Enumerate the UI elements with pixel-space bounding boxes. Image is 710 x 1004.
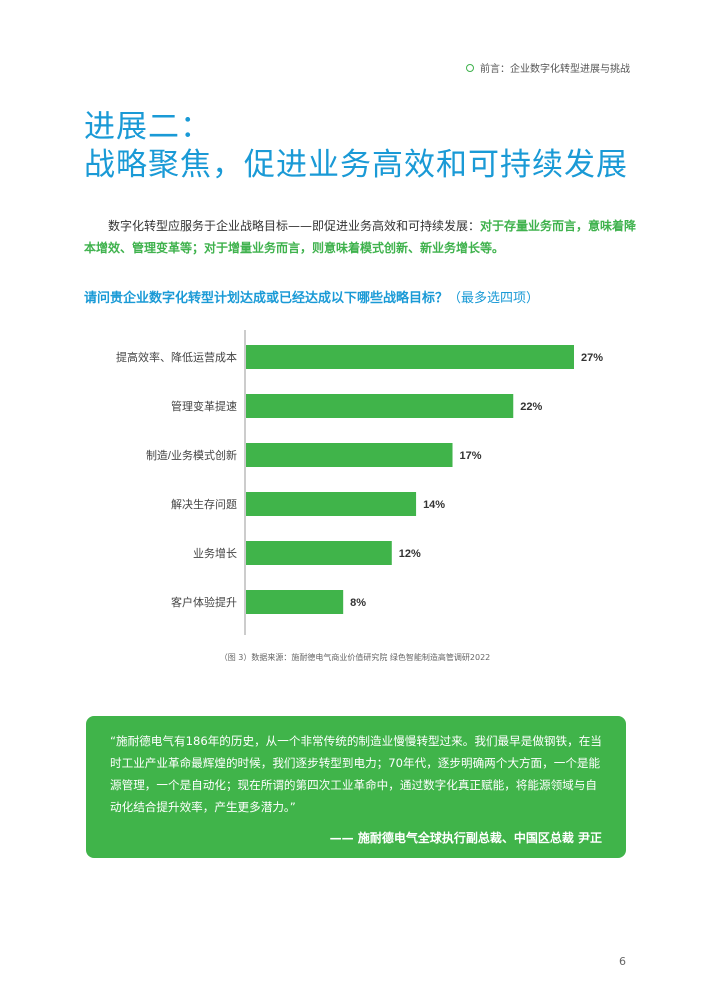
quote-text: “施耐德电气有186年的历史，从一个非常传统的制造业慢慢转型过来。我们最早是做钢…	[110, 734, 602, 814]
quote-author: —— 施耐德电气全球执行副总裁、中国区总裁 尹正	[329, 831, 602, 845]
chart-bar	[246, 443, 453, 467]
chart-value-label: 22%	[520, 401, 542, 413]
survey-question-text: 请问贵企业数字化转型计划达成或已经达成以下哪些战略目标？	[84, 291, 449, 306]
bar-chart: 提高效率、降低运营成本 27% 管理变革提速 22% 制造/业务模式创新 17% 解决生存问…	[0, 330, 710, 640]
circle-bullet-icon	[466, 63, 474, 72]
chart-bar	[246, 541, 392, 565]
running-header: 前言：企业数字化转型进展与挑战	[466, 60, 630, 75]
running-header-text: 前言：企业数字化转型进展与挑战	[480, 64, 630, 75]
page-title-line2: 战略聚焦，促进业务高效和可持续发展	[84, 147, 628, 183]
figure-caption: （图 3）数据来源：施耐德电气商业价值研究院 绿色智能制造高管调研2022	[219, 653, 491, 662]
intro-paragraph: 数字化转型应服务于企业战略目标——即促进业务高效和可持续发展：对于存量业务而言，…	[84, 215, 644, 259]
chart-category-label: 管理变革提速	[171, 399, 237, 413]
chart-bar	[246, 590, 344, 614]
chart-category-label: 制造/业务模式创新	[146, 448, 237, 462]
quote-box: “施耐德电气有186年的历史，从一个非常传统的制造业慢慢转型过来。我们最早是做钢…	[86, 716, 626, 858]
survey-question: 请问贵企业数字化转型计划达成或已经达成以下哪些战略目标？（最多选四项）	[84, 287, 539, 306]
chart-bar	[246, 394, 514, 418]
page-number: 6	[619, 955, 626, 968]
intro-normal-text: 数字化转型应服务于企业战略目标——即促进业务高效和可持续发展：	[108, 219, 481, 233]
chart-category-label: 解决生存问题	[171, 497, 237, 511]
chart-value-label: 27%	[581, 352, 603, 364]
chart-bar	[246, 492, 417, 516]
chart-value-label: 12%	[399, 548, 421, 560]
chart-category-label: 业务增长	[193, 546, 237, 560]
chart-value-label: 17%	[460, 450, 482, 462]
chart-category-label: 提高效率、降低运营成本	[116, 350, 237, 364]
bar-chart-svg: 提高效率、降低运营成本 27% 管理变革提速 22% 制造/业务模式创新 17% 解决生存问…	[116, 330, 603, 635]
chart-value-label: 8%	[350, 597, 366, 609]
page-title-line1: 进展二：	[84, 109, 212, 145]
page-title: 进展二： 战略聚焦，促进业务高效和可持续发展	[84, 108, 628, 184]
intro-highlight-text: 对于存量业务而言，意味着降本增效、管理变革等；对于增量业务而言，则意味着模式创新…	[84, 219, 637, 255]
chart-value-label: 14%	[423, 499, 445, 511]
chart-bar	[246, 345, 574, 369]
survey-question-note: （最多选四项）	[448, 291, 540, 306]
chart-category-label: 客户体验提升	[171, 595, 237, 609]
